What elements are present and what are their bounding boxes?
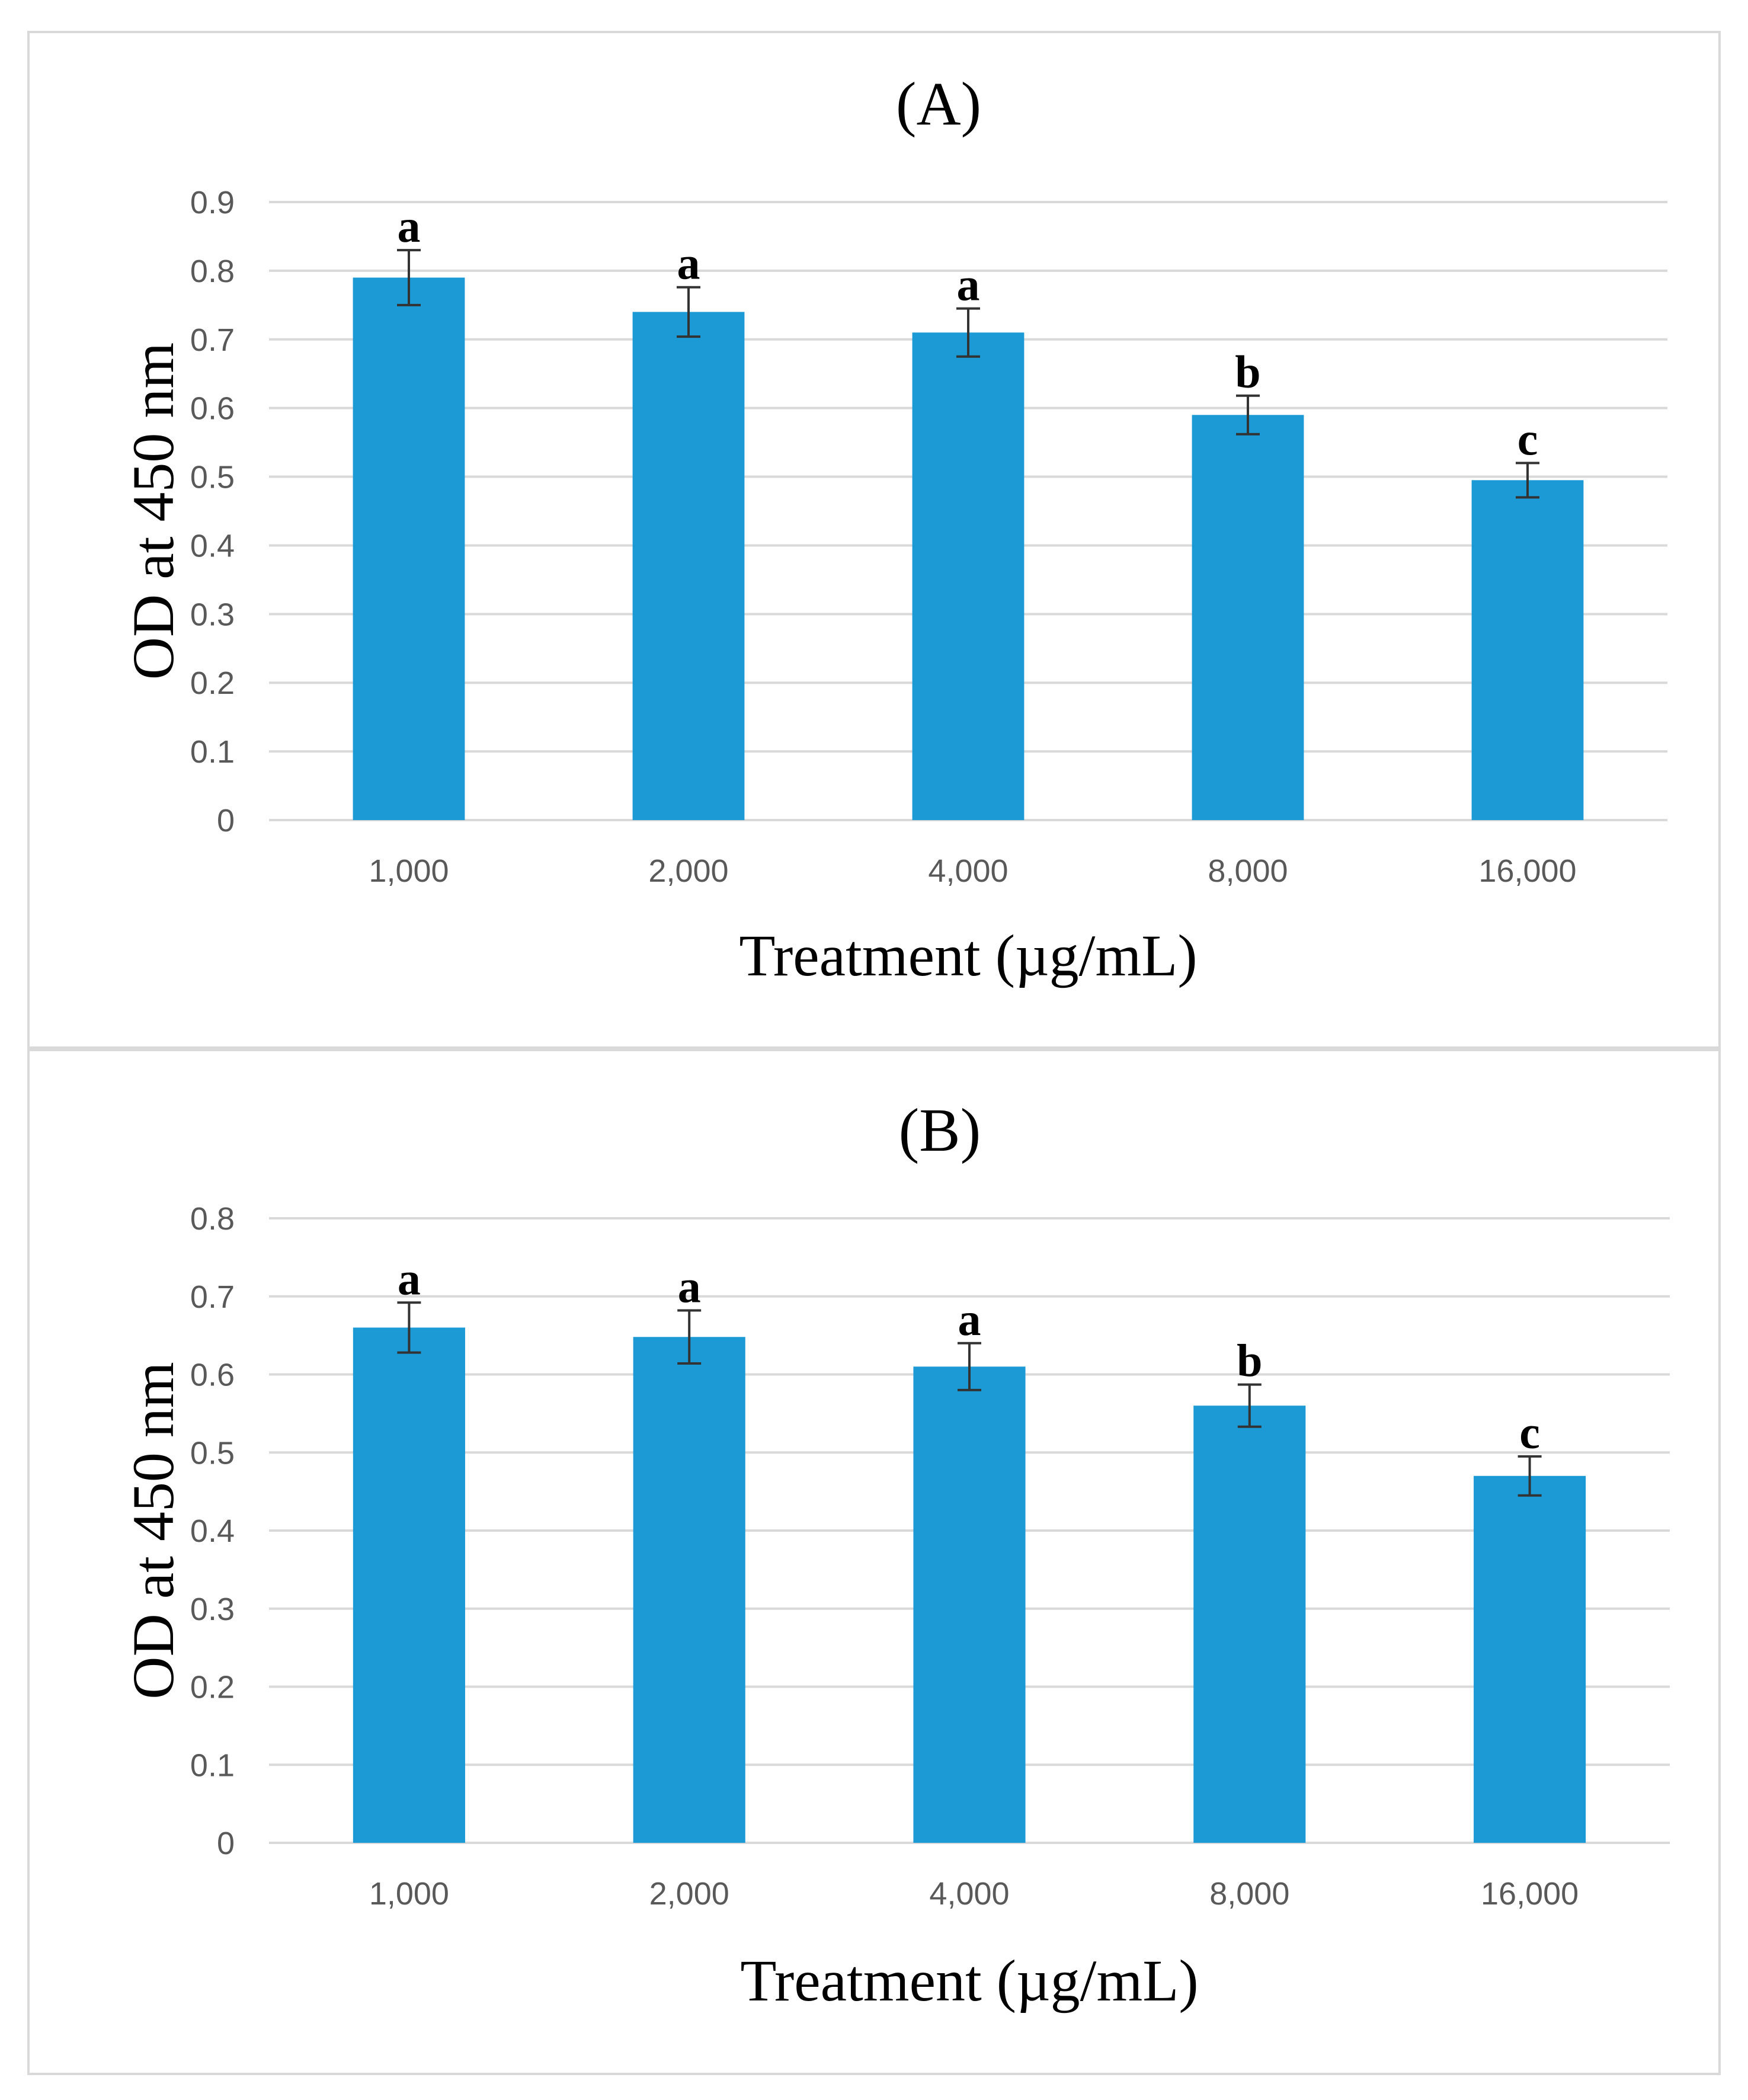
y-tick-label: 0.8 [190, 1201, 235, 1237]
y-tick-label: 0.5 [190, 1435, 235, 1471]
y-tick-label: 0.5 [190, 460, 235, 495]
y-tick-label: 0.2 [190, 665, 235, 701]
bar-chart-a: (A) 0 0.1 0.2 0.3 0.4 0.5 0.6 0.7 0.8 0.9 a 1,000 a 2,… [120, 70, 1667, 988]
bar-2000 [632, 312, 745, 820]
x-tick-label: 1,000 [369, 853, 449, 889]
y-tick-label: 0.3 [190, 597, 235, 632]
y-tick-label: 0.2 [190, 1670, 235, 1705]
significance-letter: a [678, 1260, 701, 1312]
bar-4000 [913, 1366, 1026, 1843]
chart-title: (B) [899, 1096, 981, 1164]
bar-8000 [1192, 415, 1304, 820]
chart-panel-b: (B) 0 0.1 0.2 0.3 0.4 0.5 0.6 0.7 0.8 a 1,000 a 2,000… [27, 1049, 1721, 2075]
x-tick-label: 2,000 [649, 1876, 729, 1912]
x-tick-label: 4,000 [928, 853, 1008, 889]
x-axis-label: Treatment (µg/mL) [739, 923, 1197, 988]
significance-letter: b [1237, 1335, 1262, 1387]
y-tick-label: 0.3 [190, 1592, 235, 1627]
y-tick-label: 0.4 [190, 528, 235, 564]
significance-letter: a [957, 259, 980, 310]
x-tick-label: 2,000 [648, 853, 728, 889]
significance-letter: c [1518, 413, 1538, 465]
significance-letter: a [398, 1253, 421, 1304]
x-tick-label: 1,000 [369, 1876, 449, 1912]
bar-16000 [1471, 480, 1584, 820]
chart-panel-a: (A) 0 0.1 0.2 0.3 0.4 0.5 0.6 0.7 0.8 0.9 a 1,000 a 2,… [27, 31, 1721, 1049]
x-tick-label: 16,000 [1481, 1876, 1579, 1912]
bar-1000 [353, 277, 465, 820]
bar-16000 [1474, 1475, 1586, 1843]
x-tick-label: 8,000 [1209, 1876, 1289, 1912]
significance-letter: a [677, 238, 700, 289]
significance-letter: a [398, 200, 421, 252]
y-tick-label: 0.6 [190, 1358, 235, 1393]
bar-chart-b: (B) 0 0.1 0.2 0.3 0.4 0.5 0.6 0.7 0.8 a 1,000 a 2,000… [120, 1096, 1670, 2013]
x-tick-label: 16,000 [1478, 853, 1576, 889]
y-tick-label: 0.4 [190, 1513, 235, 1549]
y-tick-label: 0 [217, 1826, 235, 1861]
y-tick-label: 0.7 [190, 1279, 235, 1315]
chart-title: (A) [896, 70, 981, 138]
y-tick-label: 0.7 [190, 322, 235, 358]
significance-letter: b [1235, 346, 1260, 398]
y-tick-label: 0.9 [190, 185, 235, 220]
x-tick-label: 8,000 [1208, 853, 1288, 889]
y-axis-label: OD at 450 nm [120, 1362, 186, 1699]
bar-8000 [1193, 1406, 1306, 1843]
bar-2000 [633, 1337, 745, 1843]
y-tick-label: 0.1 [190, 734, 235, 770]
significance-letter: c [1519, 1407, 1540, 1458]
x-tick-label: 4,000 [929, 1876, 1009, 1912]
y-tick-label: 0.8 [190, 254, 235, 289]
significance-letter: a [958, 1294, 981, 1345]
x-axis-label: Treatment (µg/mL) [740, 1948, 1198, 2013]
y-axis-label: OD at 450 nm [120, 342, 186, 680]
bar-1000 [353, 1327, 465, 1843]
y-tick-label: 0.6 [190, 391, 235, 427]
bar-4000 [912, 332, 1025, 820]
y-tick-label: 0.1 [190, 1747, 235, 1783]
y-tick-label: 0 [217, 803, 235, 838]
